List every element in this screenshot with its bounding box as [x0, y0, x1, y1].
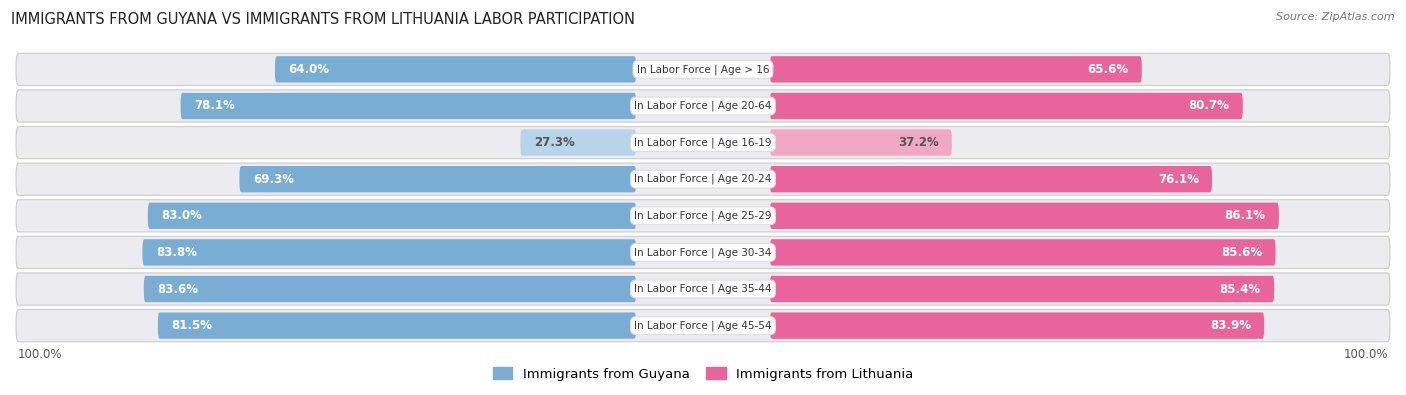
FancyBboxPatch shape — [15, 90, 1391, 122]
Text: 64.0%: 64.0% — [288, 63, 329, 76]
FancyBboxPatch shape — [770, 130, 952, 156]
Text: In Labor Force | Age 35-44: In Labor Force | Age 35-44 — [634, 284, 772, 294]
FancyBboxPatch shape — [148, 203, 636, 229]
FancyBboxPatch shape — [239, 166, 636, 192]
Text: Source: ZipAtlas.com: Source: ZipAtlas.com — [1277, 12, 1395, 22]
Text: In Labor Force | Age 20-64: In Labor Force | Age 20-64 — [634, 101, 772, 111]
FancyBboxPatch shape — [15, 126, 1391, 159]
Text: IMMIGRANTS FROM GUYANA VS IMMIGRANTS FROM LITHUANIA LABOR PARTICIPATION: IMMIGRANTS FROM GUYANA VS IMMIGRANTS FRO… — [11, 12, 636, 27]
FancyBboxPatch shape — [770, 203, 1279, 229]
Legend: Immigrants from Guyana, Immigrants from Lithuania: Immigrants from Guyana, Immigrants from … — [488, 362, 918, 386]
Text: 83.8%: 83.8% — [156, 246, 197, 259]
FancyBboxPatch shape — [157, 312, 636, 339]
FancyBboxPatch shape — [142, 239, 636, 265]
FancyBboxPatch shape — [15, 163, 1391, 195]
Text: 37.2%: 37.2% — [897, 136, 938, 149]
FancyBboxPatch shape — [770, 166, 1212, 192]
FancyBboxPatch shape — [276, 56, 636, 83]
FancyBboxPatch shape — [770, 93, 1243, 119]
Text: 78.1%: 78.1% — [194, 100, 235, 113]
Text: In Labor Force | Age > 16: In Labor Force | Age > 16 — [637, 64, 769, 75]
FancyBboxPatch shape — [770, 276, 1274, 302]
Text: 27.3%: 27.3% — [534, 136, 575, 149]
Text: In Labor Force | Age 45-54: In Labor Force | Age 45-54 — [634, 320, 772, 331]
FancyBboxPatch shape — [770, 56, 1142, 83]
Text: In Labor Force | Age 25-29: In Labor Force | Age 25-29 — [634, 211, 772, 221]
FancyBboxPatch shape — [770, 312, 1264, 339]
Text: 100.0%: 100.0% — [17, 348, 62, 361]
Text: 86.1%: 86.1% — [1225, 209, 1265, 222]
Text: 85.6%: 85.6% — [1220, 246, 1263, 259]
Text: 80.7%: 80.7% — [1188, 100, 1229, 113]
Text: 81.5%: 81.5% — [172, 319, 212, 332]
FancyBboxPatch shape — [15, 53, 1391, 85]
FancyBboxPatch shape — [520, 130, 636, 156]
FancyBboxPatch shape — [770, 239, 1275, 265]
Text: 83.9%: 83.9% — [1209, 319, 1251, 332]
Text: 83.0%: 83.0% — [162, 209, 202, 222]
FancyBboxPatch shape — [15, 310, 1391, 342]
Text: 69.3%: 69.3% — [253, 173, 294, 186]
Text: In Labor Force | Age 20-24: In Labor Force | Age 20-24 — [634, 174, 772, 184]
Text: In Labor Force | Age 30-34: In Labor Force | Age 30-34 — [634, 247, 772, 258]
Text: 65.6%: 65.6% — [1087, 63, 1129, 76]
Text: In Labor Force | Age 16-19: In Labor Force | Age 16-19 — [634, 137, 772, 148]
FancyBboxPatch shape — [143, 276, 636, 302]
Text: 85.4%: 85.4% — [1220, 282, 1261, 295]
Text: 76.1%: 76.1% — [1157, 173, 1199, 186]
FancyBboxPatch shape — [15, 273, 1391, 305]
FancyBboxPatch shape — [15, 236, 1391, 269]
Text: 83.6%: 83.6% — [157, 282, 198, 295]
FancyBboxPatch shape — [15, 200, 1391, 232]
FancyBboxPatch shape — [180, 93, 636, 119]
Text: 100.0%: 100.0% — [1344, 348, 1389, 361]
